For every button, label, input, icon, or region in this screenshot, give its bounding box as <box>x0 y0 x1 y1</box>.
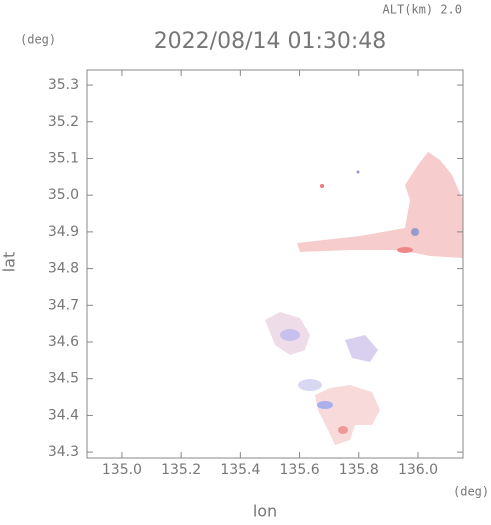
echo-region <box>298 379 322 391</box>
echo-region <box>397 247 413 253</box>
y-tick-label: 34.3 <box>48 444 79 460</box>
echo-regions <box>265 152 463 445</box>
y-tick-label: 34.9 <box>48 224 79 240</box>
y-tick-label: 34.4 <box>48 407 79 423</box>
x-tick-label: 135.0 <box>102 462 142 478</box>
y-tick-label: 35.2 <box>48 114 79 130</box>
echo-region <box>280 329 300 341</box>
y-axis-label: lat <box>0 252 19 273</box>
x-tick-label: 136.0 <box>398 462 438 478</box>
echo-region <box>411 228 419 236</box>
echo-region <box>320 184 324 188</box>
y-tick-label: 34.5 <box>48 371 79 387</box>
echo-region <box>338 426 348 434</box>
echo-region <box>315 385 380 445</box>
y-tick-label: 35.3 <box>48 77 79 93</box>
x-tick-label: 135.8 <box>339 462 379 478</box>
x-tick-label: 135.6 <box>280 462 320 478</box>
echo-region <box>317 401 333 409</box>
chart-title: 2022/08/14 01:30:48 <box>154 29 387 54</box>
subtitle: ALT(km) 2.0 <box>383 3 462 17</box>
plot-frame <box>86 69 464 459</box>
echo-region <box>345 335 378 362</box>
y-tick-label: 35.1 <box>48 150 79 166</box>
echo-region <box>297 152 463 258</box>
y-unit: (deg) <box>20 33 56 47</box>
y-tick-label: 34.6 <box>48 334 79 350</box>
x-unit: (deg) <box>453 485 489 499</box>
echo-region <box>356 170 360 174</box>
y-tick-label: 34.7 <box>48 297 79 313</box>
x-tick-label: 135.4 <box>220 462 260 478</box>
y-tick-label: 34.8 <box>48 261 79 277</box>
x-tick-label: 135.2 <box>161 462 201 478</box>
x-axis-label: lon <box>253 502 277 521</box>
y-tick-label: 35.0 <box>48 187 79 203</box>
